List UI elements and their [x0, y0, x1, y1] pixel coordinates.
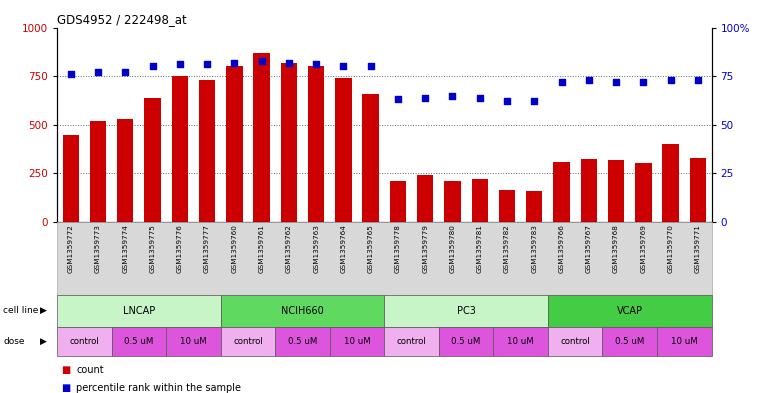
Text: GSM1359776: GSM1359776 — [177, 224, 183, 273]
Point — [419, 94, 431, 101]
Bar — [553, 162, 570, 222]
Bar — [145, 97, 161, 222]
Point — [556, 79, 568, 85]
Bar — [472, 179, 488, 222]
Text: GSM1359763: GSM1359763 — [313, 224, 319, 273]
Bar — [308, 66, 324, 222]
Bar — [62, 134, 79, 222]
Text: GSM1359771: GSM1359771 — [695, 224, 701, 273]
Text: GSM1359781: GSM1359781 — [476, 224, 482, 273]
Point — [119, 69, 132, 75]
Text: GSM1359773: GSM1359773 — [95, 224, 101, 273]
Text: 10 uM: 10 uM — [671, 337, 698, 346]
Point — [365, 63, 377, 70]
Bar — [581, 159, 597, 222]
Text: ■: ■ — [61, 365, 70, 375]
Text: NCIH660: NCIH660 — [281, 306, 324, 316]
Text: 0.5 uM: 0.5 uM — [451, 337, 481, 346]
Bar — [662, 144, 679, 222]
Text: 10 uM: 10 uM — [344, 337, 371, 346]
Point — [228, 59, 240, 66]
Text: GSM1359764: GSM1359764 — [340, 224, 346, 273]
Text: GSM1359772: GSM1359772 — [68, 224, 74, 273]
Text: GSM1359778: GSM1359778 — [395, 224, 401, 273]
Text: GSM1359761: GSM1359761 — [259, 224, 265, 273]
Point — [92, 69, 104, 75]
Point — [392, 96, 404, 103]
Text: 0.5 uM: 0.5 uM — [124, 337, 154, 346]
Text: ■: ■ — [61, 383, 70, 393]
Text: PC3: PC3 — [457, 306, 476, 316]
Text: GSM1359762: GSM1359762 — [286, 224, 292, 273]
Text: dose: dose — [3, 337, 24, 346]
Text: GSM1359767: GSM1359767 — [586, 224, 592, 273]
Text: GSM1359782: GSM1359782 — [504, 224, 510, 273]
Point — [610, 79, 622, 85]
Text: ▶: ▶ — [40, 337, 47, 346]
Bar — [444, 181, 460, 222]
Text: GSM1359765: GSM1359765 — [368, 224, 374, 273]
Text: 10 uM: 10 uM — [508, 337, 534, 346]
Point — [447, 92, 459, 99]
Text: 0.5 uM: 0.5 uM — [615, 337, 645, 346]
Bar — [253, 53, 269, 222]
Bar — [172, 76, 188, 222]
Bar — [117, 119, 133, 222]
Point — [692, 77, 704, 83]
Text: 0.5 uM: 0.5 uM — [288, 337, 317, 346]
Bar — [526, 191, 543, 222]
Point — [201, 61, 213, 68]
Text: LNCAP: LNCAP — [123, 306, 155, 316]
Text: count: count — [76, 365, 103, 375]
Point — [664, 77, 677, 83]
Text: VCAP: VCAP — [616, 306, 643, 316]
Bar — [226, 66, 243, 222]
Bar — [90, 121, 106, 222]
Bar — [281, 62, 297, 222]
Bar — [390, 181, 406, 222]
Point — [473, 94, 486, 101]
Point — [174, 61, 186, 68]
Point — [283, 59, 295, 66]
Text: GSM1359780: GSM1359780 — [450, 224, 456, 273]
Bar — [635, 163, 651, 222]
Text: GDS4952 / 222498_at: GDS4952 / 222498_at — [57, 13, 186, 26]
Text: control: control — [396, 337, 426, 346]
Text: ▶: ▶ — [40, 307, 47, 315]
Text: GSM1359760: GSM1359760 — [231, 224, 237, 273]
Point — [528, 98, 540, 105]
Point — [256, 57, 268, 64]
Text: GSM1359769: GSM1359769 — [640, 224, 646, 273]
Text: GSM1359774: GSM1359774 — [123, 224, 129, 273]
Text: 10 uM: 10 uM — [180, 337, 207, 346]
Bar — [199, 80, 215, 222]
Bar — [499, 190, 515, 222]
Text: GSM1359775: GSM1359775 — [149, 224, 155, 273]
Text: percentile rank within the sample: percentile rank within the sample — [76, 383, 241, 393]
Bar — [362, 94, 379, 222]
Text: control: control — [233, 337, 263, 346]
Point — [337, 63, 349, 70]
Text: GSM1359777: GSM1359777 — [204, 224, 210, 273]
Point — [65, 71, 77, 77]
Text: control: control — [560, 337, 590, 346]
Point — [146, 63, 158, 70]
Text: control: control — [69, 337, 99, 346]
Bar — [335, 78, 352, 222]
Text: GSM1359783: GSM1359783 — [531, 224, 537, 273]
Bar — [689, 158, 706, 222]
Point — [310, 61, 322, 68]
Point — [637, 79, 649, 85]
Bar — [417, 175, 434, 222]
Text: GSM1359766: GSM1359766 — [559, 224, 565, 273]
Text: GSM1359770: GSM1359770 — [667, 224, 673, 273]
Point — [583, 77, 595, 83]
Text: GSM1359779: GSM1359779 — [422, 224, 428, 273]
Text: cell line: cell line — [3, 307, 38, 315]
Point — [501, 98, 513, 105]
Text: GSM1359768: GSM1359768 — [613, 224, 619, 273]
Bar — [608, 160, 624, 222]
